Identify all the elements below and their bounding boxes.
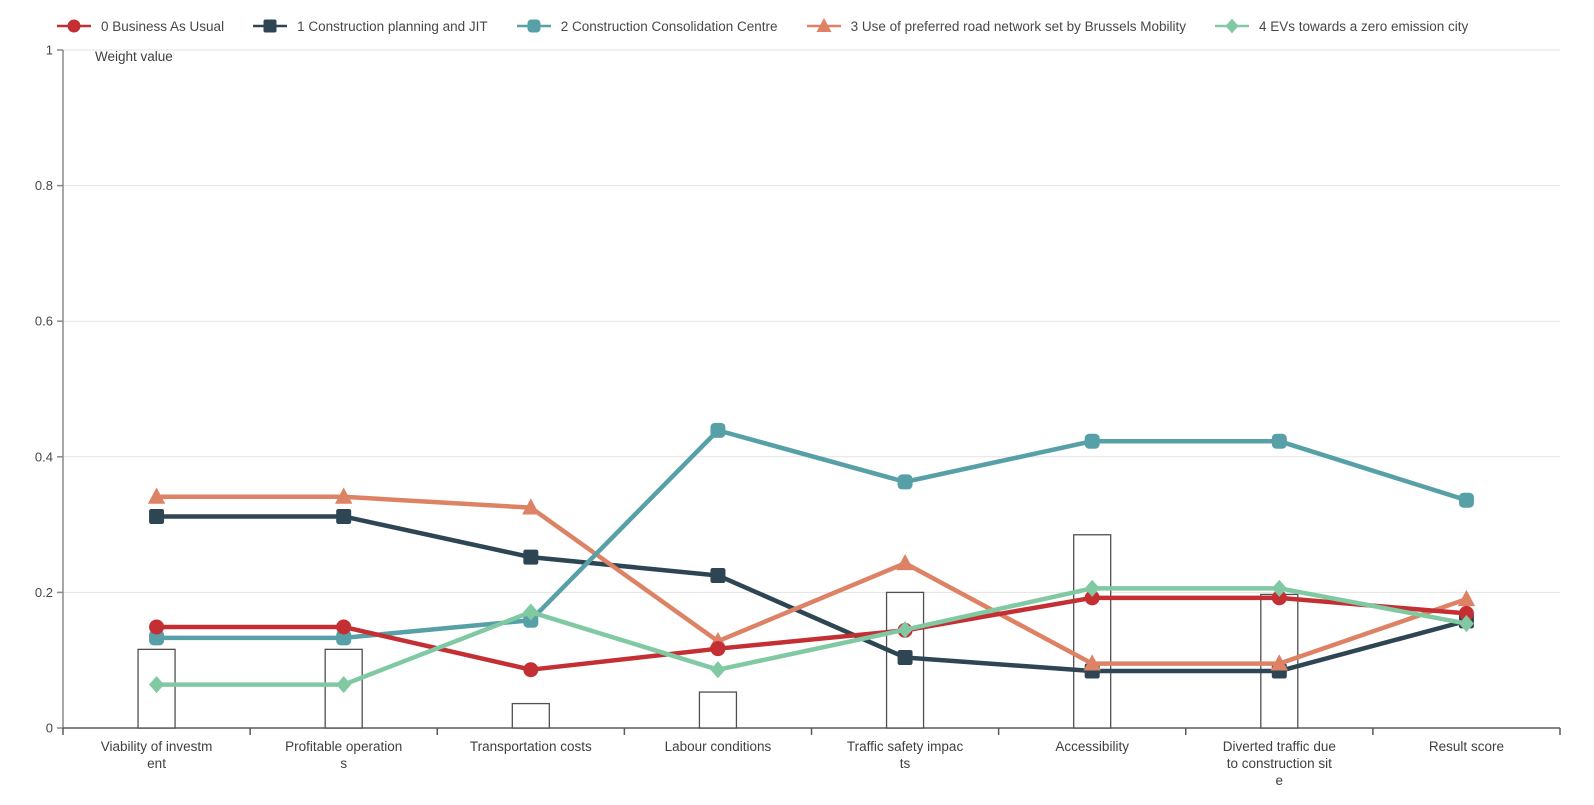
series-3-point-7 xyxy=(1457,589,1476,607)
series-2-point-5 xyxy=(1084,433,1100,449)
x-category-label-3: Labour conditions xyxy=(665,739,772,754)
series-line-3 xyxy=(154,494,1469,666)
y-tick-label: 0.2 xyxy=(35,585,53,600)
series-4 xyxy=(149,579,1474,694)
y-axis-title: Weight value xyxy=(95,49,173,64)
series-0-point-7 xyxy=(1458,605,1474,621)
circle-icon xyxy=(67,19,81,33)
x-category-label-7: Result score xyxy=(1429,739,1504,754)
legend-label: 0 Business As Usual xyxy=(101,18,225,34)
series-line-0 xyxy=(154,595,1469,672)
legend-item-1[interactable]: 1 Construction planning and JIT xyxy=(251,16,488,36)
series-2-point-1 xyxy=(336,630,352,646)
diamond-legend-marker-icon xyxy=(1214,18,1249,34)
series-2-point-7 xyxy=(1458,492,1474,508)
series-3-point-4 xyxy=(896,553,914,571)
x-category-label-1: Profitable operation s xyxy=(285,739,402,771)
diamond-icon xyxy=(1225,18,1239,34)
legend-label: 3 Use of preferred road network set by B… xyxy=(850,18,1186,34)
series-0-point-1 xyxy=(336,619,352,635)
x-category-label-6: Diverted traffic due to construction sit e xyxy=(1223,739,1336,788)
series-0-point-5 xyxy=(1084,590,1100,606)
triangle-icon xyxy=(816,17,832,32)
circle-legend-marker-icon xyxy=(57,19,91,33)
y-tick-label: 0.4 xyxy=(35,449,53,464)
series-3-point-0 xyxy=(147,487,166,504)
y-tick-label: 0 xyxy=(46,721,53,736)
legend-item-2[interactable]: 2 Construction Consolidation Centre xyxy=(515,16,778,36)
series-1-point-0 xyxy=(149,508,165,524)
series-1-point-1 xyxy=(336,508,352,524)
series-4-point-3 xyxy=(710,661,726,679)
y-tick-label: 0.6 xyxy=(35,314,53,329)
series-0-point-0 xyxy=(149,619,165,635)
series-3-point-1 xyxy=(334,487,353,504)
series-3-point-6 xyxy=(1270,654,1289,671)
series-0-point-2 xyxy=(523,662,539,678)
rounded-square-legend-marker-icon xyxy=(516,19,551,33)
series-3-point-5 xyxy=(1083,654,1101,671)
x-category-label-2: Transportation costs xyxy=(470,739,592,754)
series-2-point-3 xyxy=(710,422,726,438)
legend-item-0[interactable]: 0 Business As Usual xyxy=(55,16,224,36)
series-4-point-7 xyxy=(1458,615,1474,633)
x-category-label-4: Traffic safety impac ts xyxy=(847,739,964,771)
series-0-point-6 xyxy=(1271,590,1287,606)
series-2-point-0 xyxy=(149,630,165,646)
legend-item-3[interactable]: 3 Use of preferred road network set by B… xyxy=(805,16,1186,36)
y-tick-label: 0.8 xyxy=(35,178,53,193)
series-1-point-2 xyxy=(523,549,539,565)
x-category-label-0: Viability of investm ent xyxy=(101,739,213,771)
weight-bar-2 xyxy=(511,702,550,729)
series-4-point-6 xyxy=(1271,579,1287,597)
series-1-point-3 xyxy=(710,567,726,583)
legend-label: 4 EVs towards a zero emission city xyxy=(1258,18,1469,34)
series-4-point-5 xyxy=(1084,579,1100,597)
series-4-point-1 xyxy=(336,676,352,694)
series-line-4 xyxy=(154,586,1469,687)
series-0 xyxy=(149,590,1474,678)
legend-label: 2 Construction Consolidation Centre xyxy=(560,18,778,34)
weight-bar-3 xyxy=(698,691,738,729)
weight-bar-5 xyxy=(1073,534,1112,729)
series-2-point-4 xyxy=(897,474,913,490)
series-4-point-0 xyxy=(149,676,165,694)
series-3-point-2 xyxy=(522,498,540,515)
rounded-square-icon xyxy=(527,19,541,33)
series-line-1 xyxy=(154,514,1469,674)
chart-legend: 0 Business As Usual 1 Construction planni… xyxy=(55,16,1468,36)
series-4-point-2 xyxy=(523,603,539,621)
series-2-point-6 xyxy=(1271,433,1287,449)
series-4-point-4 xyxy=(897,621,913,639)
series-0-point-3 xyxy=(710,641,726,657)
x-category-label-5: Accessibility xyxy=(1055,739,1129,754)
square-icon xyxy=(263,19,277,33)
legend-label: 1 Construction planning and JIT xyxy=(297,18,488,34)
triangle-legend-marker-icon xyxy=(806,17,841,32)
legend-item-4[interactable]: 4 EVs towards a zero emission city xyxy=(1213,16,1468,36)
square-legend-marker-icon xyxy=(253,19,288,33)
y-tick-label: 1 xyxy=(46,43,53,58)
series-1-point-4 xyxy=(897,649,913,665)
